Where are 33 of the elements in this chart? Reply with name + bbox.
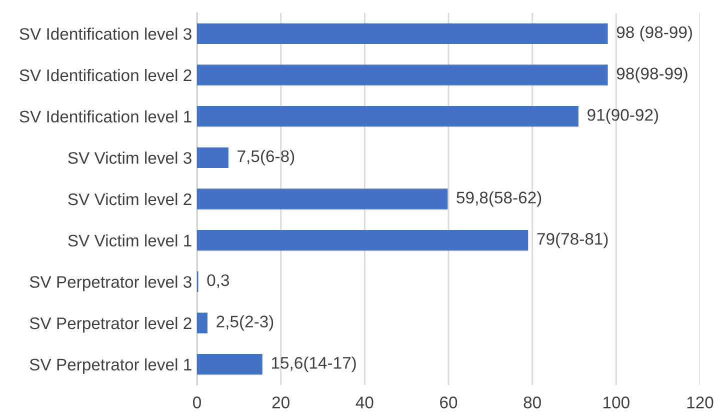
- x-tick-label: 60: [440, 396, 458, 408]
- bar: [197, 23, 608, 44]
- y-tick-label: SV Victim level 2: [68, 192, 192, 206]
- x-tick-label: 80: [524, 396, 541, 408]
- data-label: 59,8(58-62): [456, 191, 542, 207]
- bar: [197, 312, 208, 334]
- y-tick-label: SV Victim level 1: [68, 234, 192, 247]
- bar: [197, 106, 578, 127]
- data-label: 98 (98-99): [616, 26, 692, 42]
- x-tick-label: 0: [193, 396, 201, 408]
- x-tick-label: 100: [604, 396, 630, 408]
- x-tick-label: 120: [687, 396, 714, 408]
- x-tick-label: 40: [356, 396, 374, 408]
- y-tick-label: SV Perpetrator level 1: [30, 358, 192, 374]
- bar: [197, 230, 528, 251]
- y-tick-label: SV Identification level 1: [20, 110, 192, 123]
- bar: [197, 188, 448, 210]
- data-label: 7,5(6-8): [238, 150, 294, 166]
- y-tick-label: SV Perpetrator level 2: [30, 316, 192, 332]
- data-label: 2,5(2-3): [216, 315, 274, 331]
- data-label: 0,3: [207, 274, 230, 288]
- y-tick-label: SV Identification level 2: [20, 68, 192, 82]
- data-label: 98(98-99): [616, 67, 688, 83]
- y-tick-label: SV Perpetrator level 3: [30, 276, 192, 292]
- bar: [197, 64, 608, 86]
- bar: [197, 147, 228, 168]
- y-tick-label: SV Identification level 3: [20, 28, 192, 40]
- data-label: 91(90-92): [588, 108, 658, 124]
- data-label: 79(78-81): [537, 232, 608, 248]
- y-tick-label: SV Victim level 3: [68, 152, 192, 164]
- data-label: 15,6(14-17): [272, 356, 356, 372]
- x-tick-label: 20: [272, 396, 290, 408]
- bar: [197, 354, 262, 375]
